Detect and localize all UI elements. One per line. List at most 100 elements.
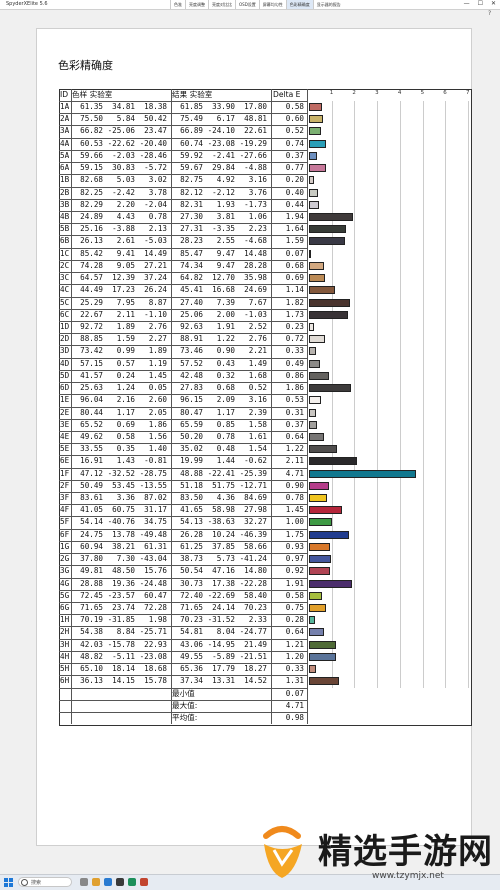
sample-lab-value: 72.28 <box>144 603 167 613</box>
delta-e-value: 0.64 <box>285 431 304 441</box>
row-id: 2G <box>60 554 70 564</box>
result-lab-value: 64.82 <box>180 273 203 283</box>
sample-lab-value: 82.29 <box>80 199 103 209</box>
spyder-app-icon[interactable] <box>140 878 148 886</box>
row-id: 4A <box>60 138 70 148</box>
scale-label: 7 <box>466 90 470 96</box>
sample-lab-value: 53.45 <box>112 480 135 490</box>
sample-lab-value: -28.75 <box>139 468 167 478</box>
sample-lab-value: 19.36 <box>112 578 135 588</box>
tab-2[interactable]: 亮度对比比 <box>208 0 235 9</box>
sample-lab-value: 0.69 <box>116 419 135 429</box>
result-lab-value: 4.92 <box>216 175 235 185</box>
row-divider <box>59 272 307 274</box>
result-lab-value: 4.36 <box>216 493 235 503</box>
result-lab-value: -41.24 <box>239 554 267 564</box>
sample-lab-value: -22.62 <box>107 138 135 148</box>
result-lab-value: 85.47 <box>180 248 203 258</box>
sample-lab-value: 47.12 <box>80 468 103 478</box>
row-divider <box>59 675 307 677</box>
result-lab-value: 27.98 <box>244 505 267 515</box>
header-result: 结果 实验室 <box>172 90 213 99</box>
summary-value: 4.71 <box>285 700 304 710</box>
tab-4[interactable]: 屏幕均匀性 <box>258 0 286 9</box>
delta-e-value: 0.78 <box>285 493 304 503</box>
tab-6[interactable]: 显示器的报告 <box>312 0 344 9</box>
sample-lab-value: 30.83 <box>112 163 135 173</box>
delta-e-value: 1.14 <box>285 285 304 295</box>
sample-lab-value: 8.87 <box>148 297 167 307</box>
result-lab-value: 1.61 <box>248 431 267 441</box>
sample-lab-value: 37.80 <box>80 554 103 564</box>
result-lab-value: 48.81 <box>244 114 267 124</box>
sample-lab-value: 15.78 <box>144 676 167 686</box>
maximize-button[interactable]: ☐ <box>477 0 483 7</box>
store-icon[interactable] <box>116 878 124 886</box>
row-divider <box>59 259 307 261</box>
result-lab-value: 1.54 <box>248 444 267 454</box>
delta-e-value: 0.58 <box>285 102 304 111</box>
sample-lab-value: 88.85 <box>80 334 103 344</box>
result-lab-value: -4.68 <box>244 236 267 246</box>
tab-3[interactable]: OSD设置 <box>235 0 259 9</box>
task-view-icon[interactable] <box>80 878 88 886</box>
sample-lab-value: 72.45 <box>80 590 103 600</box>
file-explorer-icon[interactable] <box>92 878 100 886</box>
delta-e-bar <box>309 371 329 380</box>
row-divider <box>59 553 307 555</box>
sample-lab-value: 42.03 <box>80 639 103 649</box>
delta-e-value: 0.69 <box>285 273 304 283</box>
row-divider <box>59 455 307 457</box>
result-lab-value: 54.81 <box>180 627 203 637</box>
tab-0[interactable]: 色准 <box>170 0 185 9</box>
edge-browser-icon[interactable] <box>104 878 112 886</box>
row-divider <box>59 577 307 579</box>
start-button[interactable] <box>4 878 13 887</box>
sample-lab-value: 60.94 <box>80 541 103 551</box>
sample-lab-value: 7.30 <box>116 554 135 564</box>
delta-e-bar <box>309 652 337 661</box>
row-divider <box>59 492 307 494</box>
sample-lab-value: 9.41 <box>116 248 135 258</box>
row-divider <box>59 430 307 432</box>
minimize-button[interactable]: — <box>463 0 470 7</box>
tab-5[interactable]: 色彩精确度 <box>285 0 313 9</box>
result-lab-value: 42.48 <box>180 370 203 380</box>
tab-1[interactable]: 亮度调整 <box>185 0 208 9</box>
result-lab-value: -2.41 <box>212 150 235 160</box>
result-lab-value: 0.85 <box>216 419 235 429</box>
delta-e-value: 0.37 <box>285 419 304 429</box>
help-icon[interactable]: ? <box>488 10 492 17</box>
row-id: 4H <box>60 651 70 661</box>
delta-e-value: 2.11 <box>285 456 304 466</box>
sample-lab-value: 0.78 <box>148 211 167 221</box>
delta-e-value: 1.75 <box>285 529 304 539</box>
app-icon[interactable] <box>128 878 136 886</box>
sample-lab-value: 60.47 <box>144 590 167 600</box>
sample-lab-value: -28.46 <box>139 150 167 160</box>
sample-lab-value: 9.05 <box>116 260 135 270</box>
delta-e-bar <box>309 151 318 160</box>
delta-e-bar <box>309 408 317 417</box>
result-lab-value: 49.55 <box>180 651 203 661</box>
result-lab-value: 2.33 <box>248 615 267 625</box>
row-divider <box>59 296 307 298</box>
row-id: 6C <box>60 309 70 319</box>
result-lab-value: 6.17 <box>216 114 235 124</box>
result-lab-value: -12.71 <box>239 480 267 490</box>
result-lab-value: -22.41 <box>207 468 235 478</box>
row-divider <box>59 589 307 591</box>
taskbar-search-input[interactable]: 搜索 <box>18 877 72 887</box>
sample-lab-value: -20.40 <box>139 138 167 148</box>
delta-e-bar <box>309 481 330 490</box>
result-lab-value: 37.34 <box>180 676 203 686</box>
close-button[interactable]: ✕ <box>490 0 496 7</box>
sample-lab-value: 36.13 <box>80 676 103 686</box>
result-lab-value: 26.28 <box>180 529 203 539</box>
watermark-logo <box>263 826 302 878</box>
sample-lab-value: 25.29 <box>80 297 103 307</box>
scale-label: 3 <box>375 90 379 96</box>
result-lab-value: 70.23 <box>244 603 267 613</box>
row-divider <box>59 223 307 225</box>
sample-lab-value: -31.85 <box>107 615 135 625</box>
